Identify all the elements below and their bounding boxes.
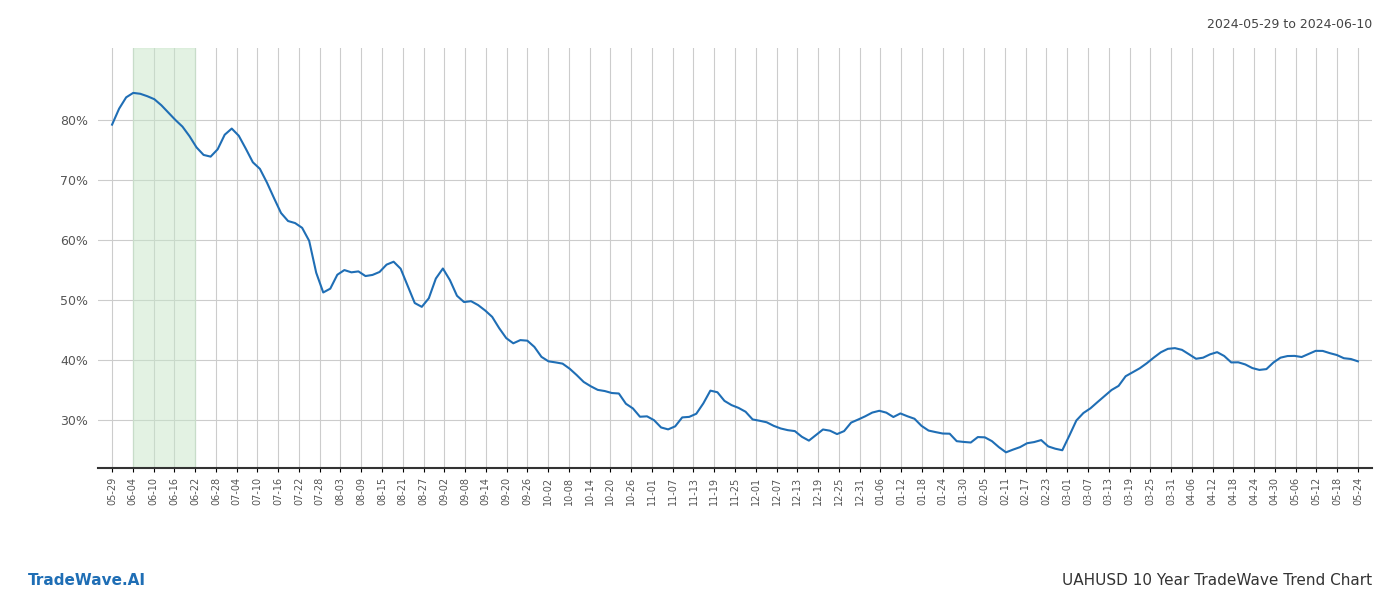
Bar [133,48,195,468]
Text: UAHUSD 10 Year TradeWave Trend Chart: UAHUSD 10 Year TradeWave Trend Chart [1061,573,1372,588]
Text: TradeWave.AI: TradeWave.AI [28,573,146,588]
Text: 2024-05-29 to 2024-06-10: 2024-05-29 to 2024-06-10 [1207,18,1372,31]
